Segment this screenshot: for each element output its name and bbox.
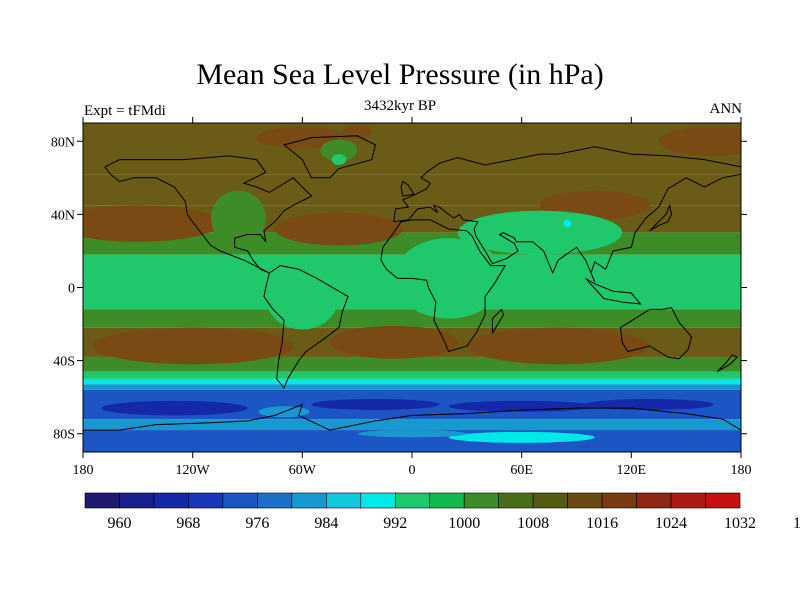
colorbar-swatch [84, 492, 120, 509]
colorbar-swatch [153, 492, 189, 509]
high-pressure-cell [83, 205, 221, 242]
colorbar-swatch [705, 492, 741, 509]
x-tick-label: 180 [731, 463, 752, 478]
colorbar: 960 968 976 984 992 1000 1008 1016 1024 1032 1040 [84, 492, 800, 532]
y-tick-label: 0 [68, 282, 75, 297]
pressure-band [83, 378, 741, 385]
y-tick-label: 80N [51, 135, 75, 150]
high-pressure-cell [466, 327, 650, 365]
experiment-label: Expt = tFMdi [84, 103, 166, 119]
pressure-band [83, 419, 741, 431]
x-tick-label: 180 [73, 463, 94, 478]
coast-japan [649, 203, 673, 232]
low-pressure-region [393, 238, 504, 319]
low-pressure-region [265, 263, 339, 330]
polar-pressure-feature [448, 431, 595, 443]
chart-title: Mean Sea Level Pressure (in hPa) [196, 58, 604, 91]
pressure-field [83, 123, 741, 452]
coast-south-america [263, 265, 349, 389]
low-pressure-region [320, 139, 358, 162]
coast-uk [400, 180, 415, 197]
coast-madagascar [491, 308, 504, 334]
colorbar-label: 1016 [586, 515, 618, 532]
low-pressure-region [210, 190, 266, 246]
colorbar-swatch [601, 492, 637, 509]
coast-eurasia [393, 146, 741, 283]
x-tick-label: 120E [617, 463, 647, 478]
coast-north-america [104, 155, 313, 274]
colorbar-label: 1008 [517, 515, 549, 532]
colorbar-swatch [119, 492, 155, 509]
colorbar-swatch [291, 492, 327, 509]
colorbar-swatch [532, 492, 568, 509]
x-tick-label: 0 [409, 463, 416, 478]
high-pressure-cell [342, 124, 372, 140]
coast-australia [619, 307, 693, 360]
high-pressure-cell [658, 126, 741, 156]
y-axis: 80N 40N 0 40S 80S [51, 135, 747, 443]
colorbar-swatch [567, 492, 603, 509]
x-tick-label: 120W [176, 463, 211, 478]
colorbar-swatch [498, 492, 534, 509]
x-axis: 180 120W 60W 0 60E 120E 180 [73, 117, 752, 478]
pressure-band [83, 384, 741, 390]
polar-pressure-feature [311, 398, 440, 410]
y-tick-label: 80S [53, 428, 75, 443]
colorbar-label: 960 [107, 515, 131, 532]
colorbar-label: 1032 [724, 515, 756, 532]
coast-greenland [283, 135, 376, 179]
colorbar-swatch [257, 492, 293, 509]
colorbar-label: 1040 [793, 515, 800, 532]
polar-pressure-feature [101, 400, 248, 416]
colorbar-label: 984 [314, 515, 338, 532]
pressure-band [83, 123, 741, 175]
high-pressure-cell [274, 212, 403, 246]
coast-antarctica [83, 403, 741, 431]
pressure-band [83, 371, 741, 379]
colorbar-swatch [326, 492, 362, 509]
colorbar-label: 992 [383, 515, 407, 532]
high-pressure-cell [92, 327, 294, 365]
colorbar-swatch [636, 492, 672, 509]
polar-pressure-feature [585, 398, 714, 410]
polar-pressure-feature [357, 430, 467, 438]
high-pressure-cell [329, 325, 458, 359]
y-tick-label: 40S [53, 355, 75, 370]
coast-new-zealand [716, 354, 739, 373]
low-pressure-region [603, 265, 696, 310]
colorbar-swatch [222, 492, 258, 509]
low-pressure-region [457, 210, 623, 255]
low-pressure-core [563, 219, 572, 228]
colorbar-swatch [463, 492, 499, 509]
pressure-band [83, 309, 741, 328]
y-tick-label: 40N [51, 208, 75, 223]
coast-indonesia [585, 277, 642, 305]
colorbar-label: 976 [245, 515, 269, 532]
colorbar-swatch [360, 492, 396, 509]
colorbar-swatch [670, 492, 706, 509]
low-pressure-region [331, 154, 347, 166]
period-label: ANN [709, 101, 743, 117]
x-tick-label: 60W [289, 463, 317, 478]
colorbar-swatch [188, 492, 224, 509]
x-tick-label: 60E [510, 463, 533, 478]
coast-africa-eurasia [380, 219, 507, 353]
colorbar-label: 1000 [448, 515, 480, 532]
chart-subtitle: 3432kyr BP [363, 98, 437, 114]
colorbar-swatch [394, 492, 431, 509]
colorbar-swatch [429, 492, 465, 509]
coastlines [83, 135, 741, 431]
high-pressure-cell [256, 126, 349, 149]
colorbar-label: 968 [176, 515, 200, 532]
colorbar-label: 1024 [655, 515, 687, 532]
